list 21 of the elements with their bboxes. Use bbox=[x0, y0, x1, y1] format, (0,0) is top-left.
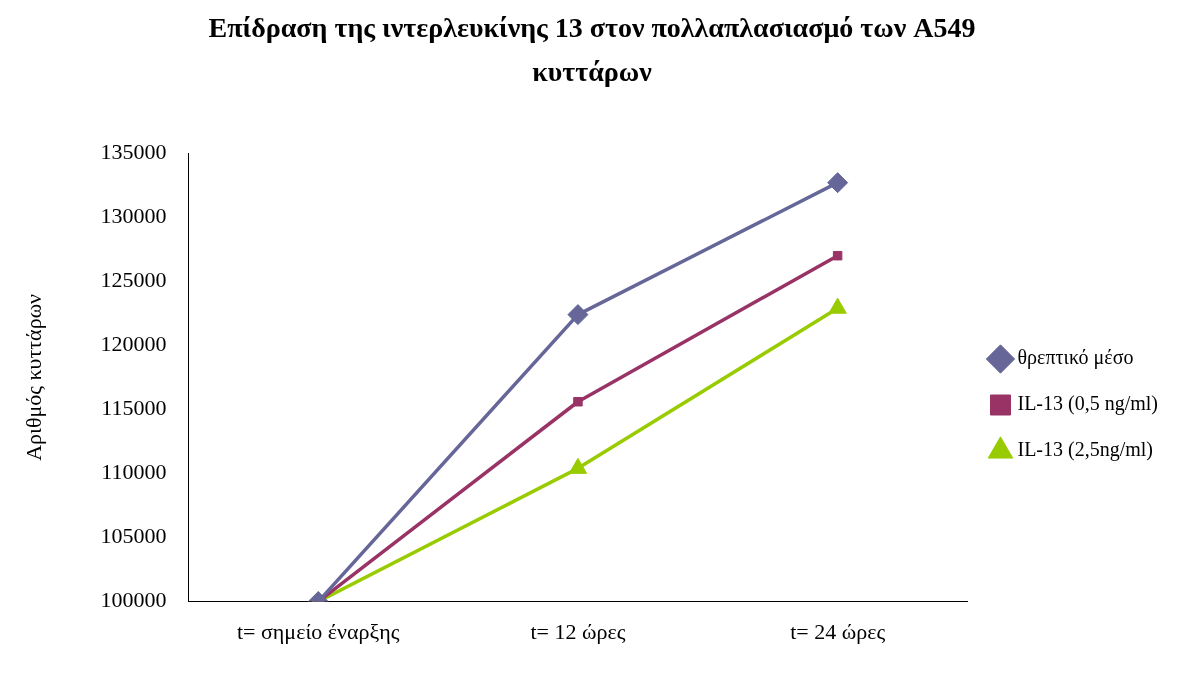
y-tick-label: 130000 bbox=[100, 203, 167, 229]
y-tick-label: 125000 bbox=[100, 267, 167, 293]
y-axis-title: Αριθμός κυττάρων bbox=[20, 293, 46, 461]
legend-label: IL-13 (0,5 ng/ml) bbox=[1017, 392, 1158, 416]
point bbox=[568, 457, 588, 474]
point bbox=[832, 250, 843, 261]
y-tick-label: 115000 bbox=[101, 395, 167, 421]
x-tick-label: t= 24 ώρες bbox=[790, 618, 886, 644]
y-tick-label: 135000 bbox=[100, 138, 167, 164]
point bbox=[828, 297, 847, 314]
x-tick-label: t= σημείο έναρξης bbox=[236, 618, 400, 644]
legend-label: IL-13 (2,5ng/ml) bbox=[1017, 438, 1153, 462]
legend-label: θρεπτικό μέσο bbox=[1017, 346, 1134, 370]
chart-title: Επίδραση της ιντερλευκίνης 13 στον πολλαπλασιασμό των A549 κυττάρων bbox=[207, 11, 977, 89]
y-tick-label: 100000 bbox=[100, 587, 167, 613]
point bbox=[827, 172, 849, 194]
y-tick-label: 105000 bbox=[100, 523, 167, 549]
y-tick-label: 110000 bbox=[101, 459, 167, 485]
x-tick-label: t= 12 ώρες bbox=[530, 618, 626, 644]
y-tick-label: 120000 bbox=[100, 331, 167, 357]
point bbox=[567, 304, 589, 326]
